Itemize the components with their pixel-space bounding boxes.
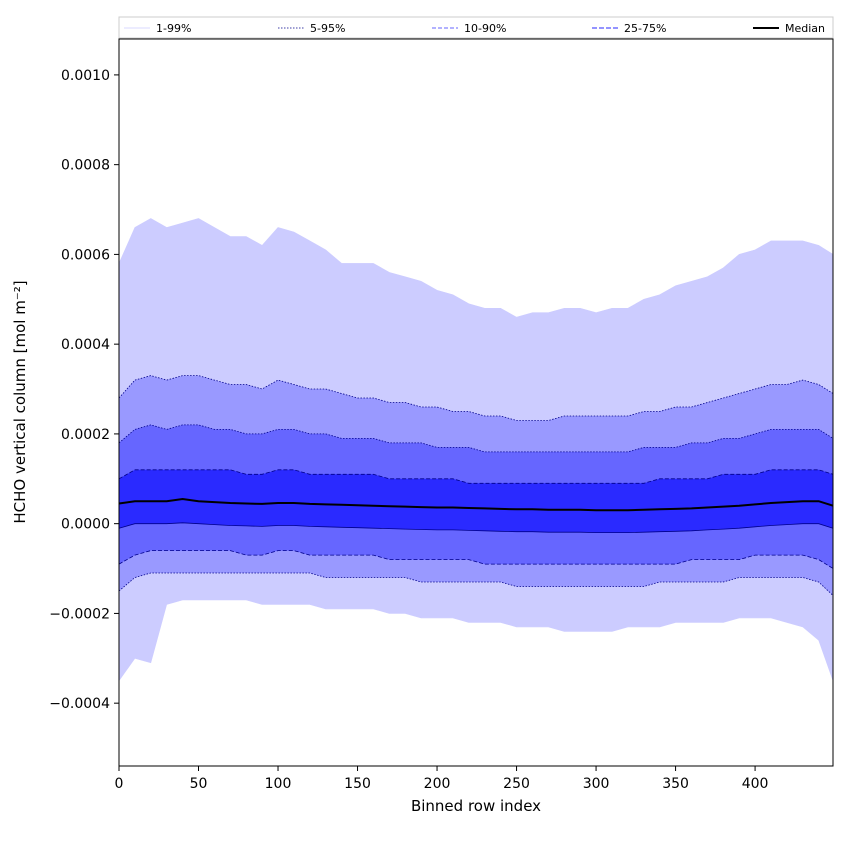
y-tick-label: 0.0002 (61, 427, 110, 443)
y-tick-label: −0.0004 (49, 696, 110, 712)
line-95th-percentile (118, 375, 834, 421)
legend: 1-99% 5-95% 10-90% 25-75% Median (118, 16, 834, 39)
y-axis-label: HCHO vertical column [mol m⁻²] (11, 280, 29, 523)
x-tick-label: 100 (265, 776, 292, 792)
x-tick-label: 250 (503, 776, 530, 792)
legend-label: 1-99% (156, 22, 191, 35)
line-10th-percentile (118, 550, 834, 569)
legend-label: 5-95% (310, 22, 345, 35)
legend-box (118, 16, 834, 39)
legend-label: 10-90% (464, 22, 506, 35)
x-tick-label: 0 (115, 776, 124, 792)
percentile-lines (118, 218, 834, 681)
percentile-bands (119, 218, 833, 681)
line-1st-percentile (118, 599, 834, 681)
x-tick-label: 400 (742, 776, 769, 792)
x-tick-label: 300 (583, 776, 610, 792)
axes: 0 50 100 150 200 250 300 350 400 −0.0004 −0.0002 0.… (49, 38, 834, 792)
y-tick-label: 0.0008 (61, 158, 110, 174)
legend-label: Median (785, 22, 825, 35)
x-tick-label: 150 (344, 776, 371, 792)
median-line (118, 497, 834, 512)
line-99th-percentile (118, 218, 834, 318)
y-tick-label: −0.0002 (49, 606, 110, 622)
y-tick-label: 0.0000 (61, 517, 110, 533)
line-25th-percentile (118, 522, 834, 533)
x-tick-label: 350 (662, 776, 689, 792)
band-25-75 (119, 469, 833, 533)
plot-frame (118, 38, 834, 767)
y-tick-label: 0.0006 (61, 247, 110, 263)
line-90th-percentile (118, 424, 834, 453)
y-tick-label: 0.0004 (61, 337, 110, 353)
x-tick-label: 200 (424, 776, 451, 792)
line-5th-percentile (118, 572, 834, 596)
x-tick-label: 50 (190, 776, 208, 792)
y-tick-label: 0.0010 (61, 68, 110, 84)
line-75th-percentile (118, 469, 834, 484)
x-axis-label: Binned row index (411, 797, 541, 815)
legend-label: 25-75% (624, 22, 666, 35)
